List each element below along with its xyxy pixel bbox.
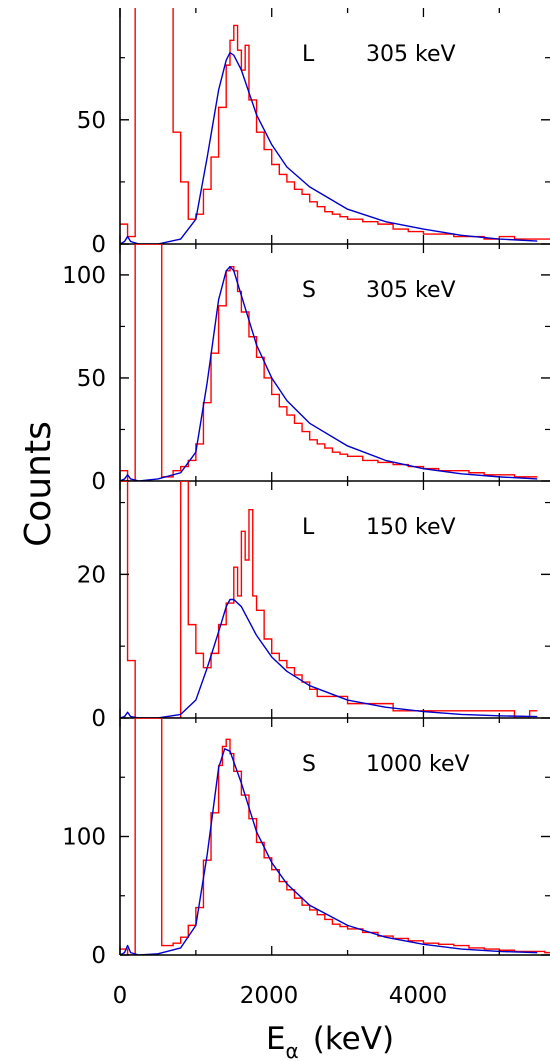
fit-curve: [120, 748, 538, 955]
y-tick-label: 20: [77, 562, 106, 588]
y-axis-label: Counts: [18, 421, 59, 547]
fit-curve: [120, 598, 538, 718]
y-tick-label: 0: [91, 943, 106, 969]
panel-4: 0 100 S 1000 keV: [62, 718, 550, 969]
panel-1: 0 50 L 305 keV: [77, 8, 550, 258]
x-tick-label-2000: 2000: [240, 983, 299, 1009]
x-tick-label-4000: 4000: [389, 983, 448, 1009]
panel-label-detector: L: [302, 515, 315, 540]
histogram-line: [120, 481, 538, 718]
x-axis-label-main: E: [266, 1021, 286, 1057]
panel-label-detector: S: [302, 752, 316, 777]
y-tick-label: 50: [77, 366, 106, 392]
panel-label-detector: S: [302, 278, 316, 303]
y-tick-label: 50: [77, 108, 106, 134]
fit-curve: [120, 265, 538, 481]
panel-label-energy: 1000 keV: [366, 752, 470, 777]
y-tick-label: 0: [91, 469, 106, 495]
x-tick-label-0: 0: [113, 983, 128, 1009]
panel-label-energy: 150 keV: [366, 515, 456, 540]
x-axis-label-subscript: α: [286, 1039, 299, 1061]
panel-2: 0 50 100 S 305 keV: [62, 244, 550, 495]
histogram-line: [120, 244, 538, 481]
histogram-line: [120, 718, 550, 955]
x-axis-label-unit: (keV): [313, 1021, 394, 1057]
panel-label-detector: L: [302, 42, 315, 67]
x-axis-label: Eα (keV): [266, 1021, 394, 1061]
panel-label-energy: 305 keV: [366, 278, 456, 303]
y-tick-label: 0: [91, 232, 106, 258]
histogram-line: [120, 8, 550, 240]
panel-3: 0 20 L 150 keV: [77, 481, 550, 732]
y-tick-label: 100: [62, 825, 106, 851]
fit-curve: [120, 52, 538, 244]
panels: 0 50 L 305 keV 0 50 100 S 305 keV 0 20 L 150 keV 0 100…: [62, 8, 550, 969]
panel-label-energy: 305 keV: [366, 42, 456, 67]
y-tick-label: 0: [91, 706, 106, 732]
y-tick-label: 100: [62, 263, 106, 289]
